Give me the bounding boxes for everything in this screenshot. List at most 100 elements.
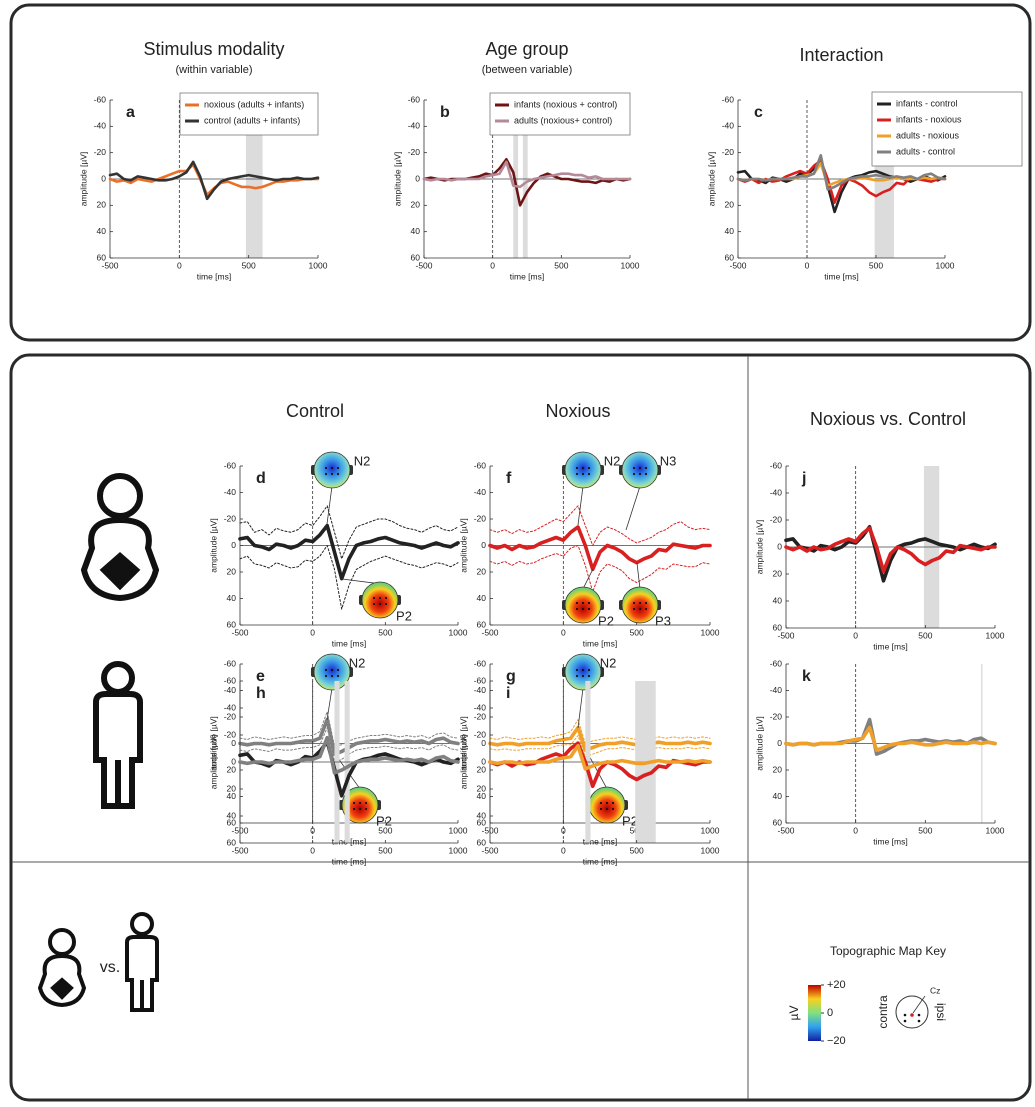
head-outline bbox=[896, 996, 928, 1028]
legend-label: infants - control bbox=[896, 98, 958, 108]
y-tick-label: 0 bbox=[231, 738, 236, 748]
page: Control Noxious Noxious vs. Control vs. … bbox=[0, 0, 1035, 1107]
topomap-electrode bbox=[606, 808, 608, 810]
chart-title: Interaction bbox=[799, 45, 883, 65]
topomap bbox=[565, 587, 601, 623]
y-tick-label: -20 bbox=[770, 514, 783, 524]
y-tick-label: -20 bbox=[770, 711, 783, 721]
x-tick-label: 1000 bbox=[986, 825, 1005, 835]
x-tick-label: -500 bbox=[777, 825, 794, 835]
chart-subtitle: (within variable) bbox=[175, 64, 252, 76]
y-tick-label: -60 bbox=[770, 460, 783, 470]
topomap-connector bbox=[578, 486, 583, 525]
y-tick-label: -40 bbox=[224, 702, 237, 712]
bottom-frame bbox=[11, 355, 1030, 1100]
panel-label: k bbox=[802, 668, 811, 685]
topomap bbox=[565, 452, 601, 488]
x-axis-label: time [ms] bbox=[583, 638, 617, 648]
topomap-connector bbox=[626, 486, 640, 530]
y-tick-label: 0 bbox=[231, 540, 236, 550]
x-tick-label: 500 bbox=[918, 825, 932, 835]
y-axis-label: amplitude [µV] bbox=[706, 152, 716, 207]
topomap-electrode bbox=[385, 597, 387, 599]
topomap-electrode bbox=[576, 675, 578, 677]
y-tick-label: 40 bbox=[477, 810, 487, 820]
x-tick-label: 0 bbox=[805, 260, 810, 270]
y-tick-label: -40 bbox=[474, 487, 487, 497]
topomap-electrode bbox=[582, 608, 584, 610]
y-tick-label: -60 bbox=[474, 460, 487, 470]
y-axis-label: amplitude [µV] bbox=[458, 518, 468, 573]
topomap-electrode bbox=[633, 602, 635, 604]
y-tick-label: -60 bbox=[474, 658, 487, 668]
x-tick-label: -500 bbox=[481, 845, 498, 855]
x-tick-label: 1000 bbox=[701, 845, 720, 855]
topomap-electrode bbox=[337, 467, 339, 469]
topomap bbox=[314, 452, 350, 488]
x-tick-label: 500 bbox=[554, 260, 568, 270]
topomap-electrode bbox=[576, 669, 578, 671]
electrode-label: Cz bbox=[930, 985, 940, 995]
topomap-label: P3 bbox=[655, 613, 671, 628]
topomap-connector bbox=[637, 563, 640, 589]
confidence-line bbox=[240, 546, 458, 610]
y-tick-label: 0 bbox=[729, 173, 734, 183]
y-tick-label: -60 bbox=[94, 94, 107, 104]
legend-label: adults (noxious+ control) bbox=[514, 115, 612, 125]
panel-label: f bbox=[506, 470, 512, 487]
topomap bbox=[314, 654, 350, 690]
electrode bbox=[910, 1013, 914, 1017]
topomap-electrode bbox=[337, 473, 339, 475]
y-axis-label: amplitude [µV] bbox=[208, 518, 218, 573]
topomap-label: P2 bbox=[598, 613, 614, 628]
topomap-electrode bbox=[576, 602, 578, 604]
y-tick-label: 40 bbox=[227, 810, 237, 820]
y-tick-label: -40 bbox=[224, 487, 237, 497]
y-tick-label: 40 bbox=[773, 791, 783, 801]
panel: -60-40-200204060-50005001000dtime [ms]am… bbox=[208, 452, 467, 648]
y-tick-label: -40 bbox=[224, 685, 237, 695]
y-tick-label: 0 bbox=[231, 756, 236, 766]
x-tick-label: 1000 bbox=[936, 260, 955, 270]
y-tick-label: -20 bbox=[474, 513, 487, 523]
x-tick-label: 0 bbox=[310, 845, 315, 855]
topomap-electrode bbox=[588, 467, 590, 469]
y-tick-label: 20 bbox=[227, 783, 237, 793]
y-axis-label: amplitude [µV] bbox=[78, 152, 88, 207]
topomap-electrode bbox=[588, 473, 590, 475]
chart-title: Stimulus modality bbox=[143, 39, 284, 59]
topomap-label: N3 bbox=[660, 453, 677, 468]
electrode bbox=[918, 1014, 921, 1017]
topomap-label: P2 bbox=[396, 608, 412, 623]
confidence-line bbox=[240, 506, 458, 559]
x-tick-label: -500 bbox=[231, 845, 248, 855]
topomap-electrode bbox=[612, 802, 614, 804]
x-tick-label: 1000 bbox=[701, 627, 720, 637]
x-axis-label: time [ms] bbox=[824, 271, 858, 281]
column-heading: Noxious bbox=[545, 401, 610, 421]
map-key: Topographic Map Key µV Cz contra ipsi bbox=[787, 944, 948, 1041]
topomap bbox=[589, 787, 625, 823]
topomap-electrode bbox=[576, 467, 578, 469]
legend-label: adults - noxious bbox=[896, 130, 960, 140]
y-tick-label: -40 bbox=[722, 121, 735, 131]
topomap-electrode bbox=[359, 802, 361, 804]
y-tick-label: -60 bbox=[770, 658, 783, 668]
y-tick-label: -40 bbox=[770, 685, 783, 695]
x-axis-label: time [ms] bbox=[197, 271, 231, 281]
y-tick-label: -40 bbox=[474, 702, 487, 712]
y-tick-label: 40 bbox=[97, 226, 107, 236]
y-tick-label: 20 bbox=[411, 200, 421, 210]
topomap-electrode bbox=[325, 473, 327, 475]
y-tick-label: -40 bbox=[770, 487, 783, 497]
topomap-electrode bbox=[582, 467, 584, 469]
panel-label: i bbox=[506, 685, 510, 702]
x-tick-label: 500 bbox=[630, 845, 644, 855]
topomap-electrode bbox=[582, 602, 584, 604]
series-line bbox=[240, 526, 458, 579]
topomap-electrode bbox=[353, 808, 355, 810]
topomap-electrode bbox=[331, 669, 333, 671]
x-tick-label: -500 bbox=[101, 260, 118, 270]
